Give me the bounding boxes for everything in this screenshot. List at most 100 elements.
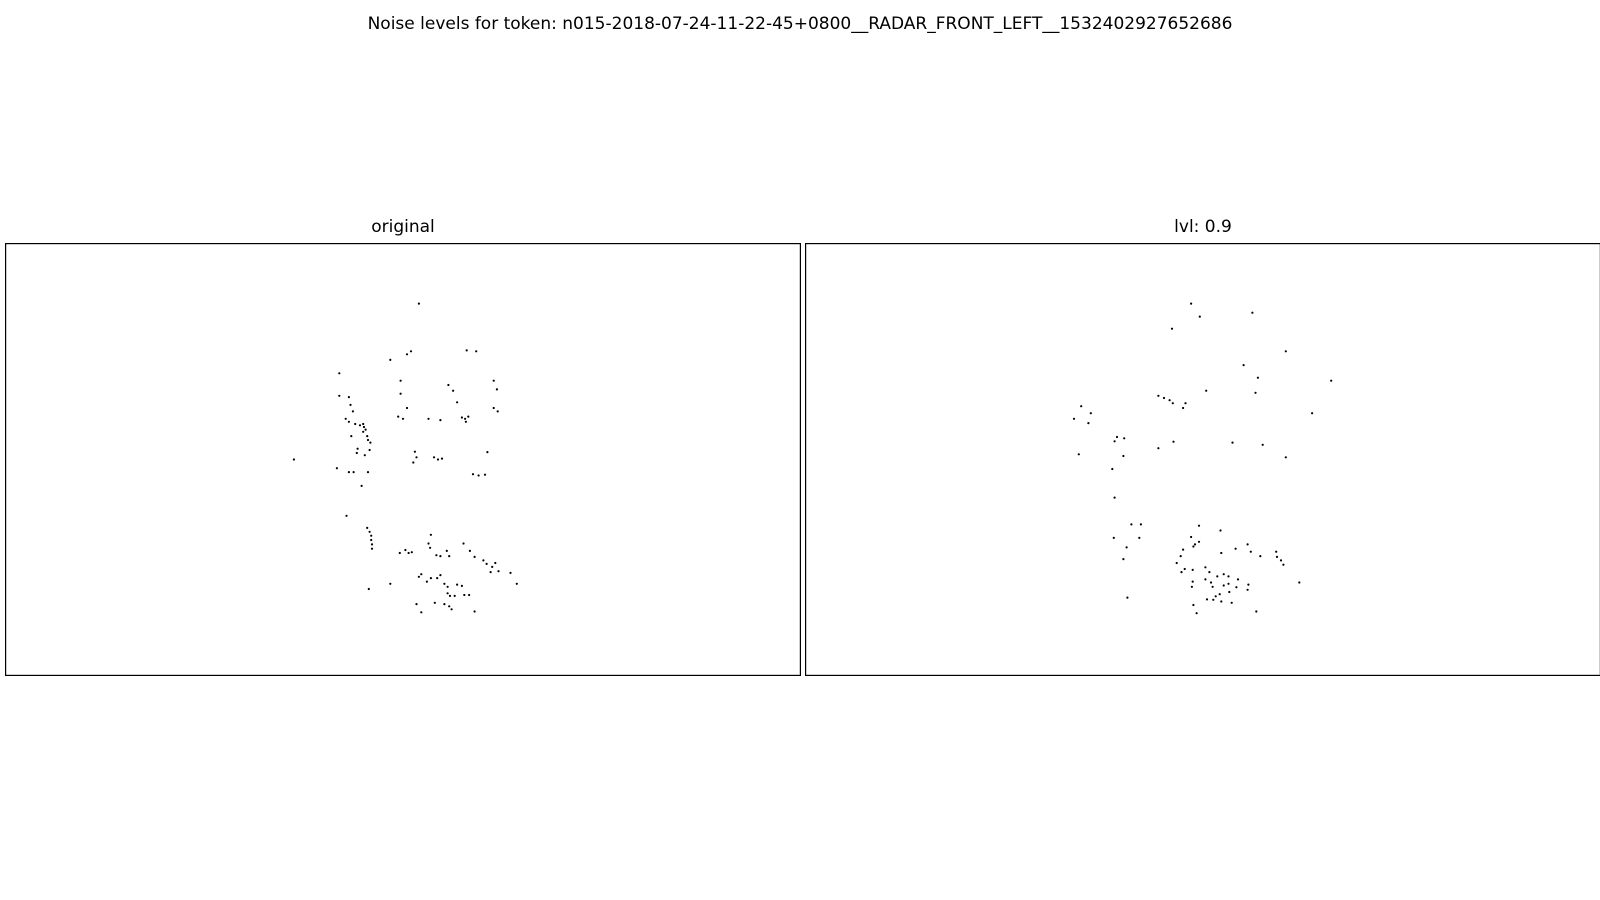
scatter-point bbox=[468, 549, 471, 552]
scatter-point bbox=[509, 571, 512, 574]
scatter-point bbox=[404, 548, 407, 552]
scatter-point bbox=[464, 420, 467, 423]
scatter-point bbox=[1216, 575, 1219, 578]
scatter-point bbox=[1157, 394, 1160, 397]
scatter-point bbox=[397, 415, 400, 418]
scatter-point bbox=[1182, 548, 1185, 551]
scatter-point bbox=[467, 415, 470, 418]
scatter-point bbox=[485, 562, 488, 565]
scatter-point bbox=[1139, 523, 1142, 526]
scatter-point bbox=[1254, 391, 1257, 394]
scatter-point bbox=[1214, 595, 1217, 598]
scatter-point bbox=[1183, 567, 1186, 571]
scatter-point bbox=[1249, 550, 1252, 553]
scatter-point bbox=[362, 422, 365, 426]
scatter-point bbox=[433, 601, 436, 604]
scatter-point bbox=[1228, 590, 1231, 594]
scatter-point bbox=[1246, 543, 1249, 546]
scatter-point bbox=[1126, 596, 1129, 599]
scatter-point bbox=[1180, 571, 1183, 574]
scatter-point bbox=[447, 383, 450, 387]
scatter-point bbox=[1251, 311, 1254, 314]
scatter-point bbox=[292, 458, 295, 461]
scatter-point bbox=[1212, 598, 1215, 601]
scatter-point bbox=[439, 419, 442, 422]
scatter-point bbox=[335, 467, 338, 470]
scatter-point bbox=[1077, 453, 1080, 456]
scatter-point bbox=[1175, 561, 1178, 565]
scatter-point bbox=[1072, 417, 1076, 420]
scatter-point bbox=[446, 592, 449, 595]
scatter-point bbox=[436, 458, 440, 461]
scatter-point bbox=[1222, 584, 1225, 587]
point-group bbox=[292, 302, 518, 614]
scatter-point bbox=[460, 584, 463, 587]
scatter-point bbox=[1220, 551, 1223, 555]
scatter-point bbox=[473, 610, 476, 613]
scatter-point bbox=[463, 593, 466, 597]
plot-frame bbox=[805, 243, 1600, 676]
scatter-point bbox=[338, 394, 341, 397]
scatter-point bbox=[489, 571, 492, 574]
scatter-point bbox=[1219, 529, 1222, 532]
scatter-point bbox=[1162, 396, 1166, 400]
scatter-point bbox=[1275, 550, 1278, 553]
scatter-point bbox=[362, 425, 366, 429]
scatter-point bbox=[456, 583, 459, 586]
scatter-point bbox=[1122, 454, 1125, 458]
scatter-point bbox=[445, 549, 448, 552]
scatter-point bbox=[364, 428, 367, 431]
scatter-point bbox=[446, 585, 449, 588]
scatter-point bbox=[1130, 523, 1133, 526]
scatter-point bbox=[344, 417, 347, 420]
scatter-point bbox=[427, 542, 430, 545]
scatter-point bbox=[1205, 389, 1208, 392]
scatter-point bbox=[360, 484, 363, 487]
scatter-point bbox=[450, 608, 453, 611]
scatter-point bbox=[407, 551, 410, 555]
scatter-point bbox=[366, 438, 370, 442]
scatter-point bbox=[497, 570, 500, 573]
scatter-point bbox=[468, 593, 471, 597]
scatter-point bbox=[355, 451, 358, 455]
scatter-point bbox=[405, 406, 409, 410]
scatter-point bbox=[409, 350, 413, 353]
scatter-point bbox=[473, 555, 476, 558]
scatter-point bbox=[398, 551, 401, 555]
scatter-point bbox=[429, 546, 432, 549]
scatter-point bbox=[1311, 412, 1314, 415]
scatter-point bbox=[425, 580, 428, 583]
scatter-point bbox=[448, 555, 451, 558]
scatter-point bbox=[347, 471, 350, 474]
scatter-point bbox=[351, 410, 354, 413]
scatter-point bbox=[1080, 405, 1083, 408]
scatter-point bbox=[1179, 555, 1182, 558]
scatter-point bbox=[1298, 581, 1301, 584]
scatter-point bbox=[1218, 593, 1221, 596]
scatter-point bbox=[1242, 364, 1245, 367]
scatter-point bbox=[436, 577, 439, 580]
scatter-point bbox=[492, 379, 495, 382]
scatter-point bbox=[453, 594, 456, 597]
scatter-point bbox=[1211, 585, 1214, 588]
scatter-point bbox=[477, 474, 480, 477]
scatter-point bbox=[349, 403, 352, 406]
scatter-point bbox=[410, 551, 413, 554]
scatter-point bbox=[491, 565, 494, 568]
scatter-point bbox=[350, 435, 353, 438]
scatter-point bbox=[494, 561, 497, 565]
scatter-point bbox=[1247, 583, 1250, 586]
scatter-point bbox=[367, 587, 370, 591]
scatter-point bbox=[1198, 315, 1201, 318]
scatter-point bbox=[1208, 571, 1211, 574]
scatter-point bbox=[1227, 582, 1230, 585]
scatter-point bbox=[1282, 563, 1285, 566]
scatter-point bbox=[1330, 379, 1333, 382]
scatter-point bbox=[1234, 547, 1237, 550]
scatter-point bbox=[1087, 422, 1090, 425]
scatter-point bbox=[475, 350, 478, 353]
scatter-point bbox=[347, 420, 350, 423]
scatter-point bbox=[1235, 586, 1238, 589]
scatter-point bbox=[1231, 441, 1234, 444]
scatter-point bbox=[1192, 603, 1195, 607]
